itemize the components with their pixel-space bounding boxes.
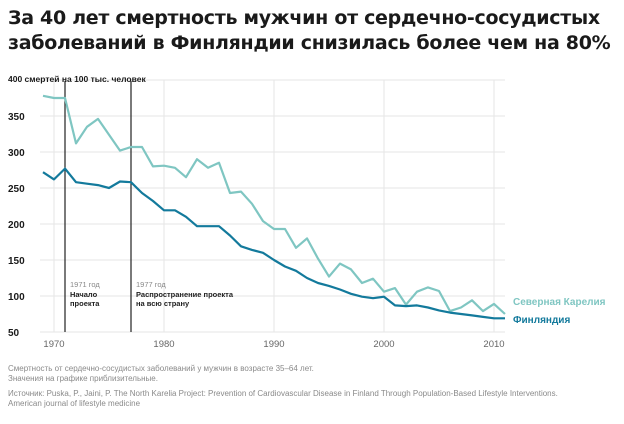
annotation-text: Начало <box>70 290 98 299</box>
annotation-text: проекта <box>70 299 100 308</box>
legend-label-karelia: Северная Карелия <box>513 297 606 308</box>
series-line-karelia <box>42 94 506 315</box>
chart-title-line-1: За 40 лет смертность мужчин от сердечно-… <box>8 7 600 29</box>
source-line-2: American journal of lifestyle medicine <box>8 399 141 408</box>
x-tick-label: 1980 <box>153 339 174 350</box>
legend-label-finland: Финляндия <box>513 315 570 326</box>
x-axis-ticks: 1970 1980 1990 2000 2010 <box>43 339 504 350</box>
y-tick-label: 150 <box>8 256 25 267</box>
source-line-1: Источник: Puska, P., Jaini, P. The North… <box>8 389 558 398</box>
series-lines <box>42 94 506 320</box>
annotation-year: 1971 год <box>70 280 100 289</box>
legend: Северная Карелия Финляндия <box>513 297 606 326</box>
y-tick-label: 350 <box>8 112 25 123</box>
series-line-finland <box>42 167 505 320</box>
chart-title: За 40 лет смертность мужчин от сердечно-… <box>8 6 618 56</box>
annotation-year: 1977 год <box>136 280 166 289</box>
footnote-1: Смертность от сердечно-сосудистых заболе… <box>8 364 314 373</box>
chart-title-line-2: заболеваний в Финляндии снизилась более … <box>8 32 611 54</box>
y-tick-label: 200 <box>8 220 25 231</box>
y-axis-top-label: 400 смертей на 100 тыс. человек <box>8 74 146 84</box>
y-axis-ticks: 50 100 150 200 250 300 350 <box>8 112 25 339</box>
annotation-text: на всю страну <box>136 299 190 308</box>
x-tick-label: 1970 <box>43 339 64 350</box>
y-tick-label: 250 <box>8 184 25 195</box>
y-tick-label: 300 <box>8 148 25 159</box>
grid-lines <box>40 79 505 333</box>
annotation-text: Распространение проекта <box>136 290 234 299</box>
x-tick-label: 2000 <box>373 339 394 350</box>
x-tick-label: 1990 <box>263 339 284 350</box>
y-tick-label: 50 <box>8 328 20 339</box>
x-tick-label: 2010 <box>483 339 504 350</box>
footnote-2: Значения на графике приблизительные. <box>8 374 158 383</box>
y-tick-label: 100 <box>8 292 25 303</box>
